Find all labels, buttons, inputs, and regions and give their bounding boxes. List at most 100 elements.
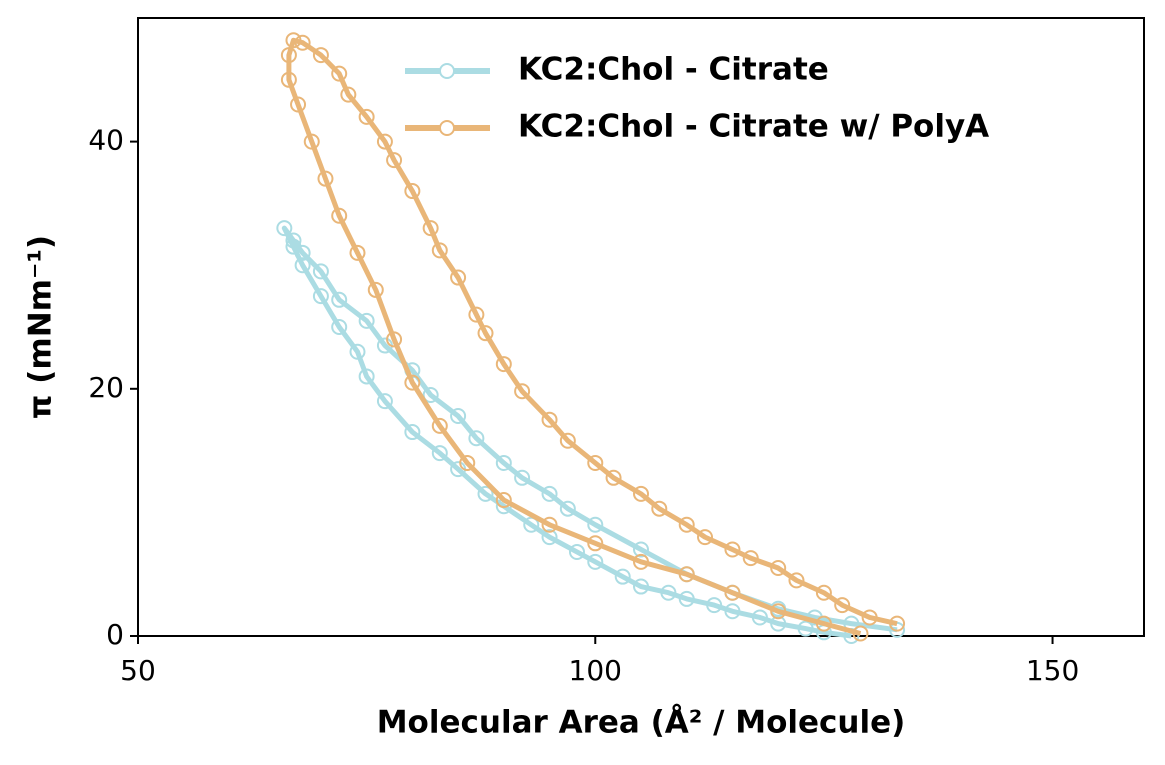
point xyxy=(660,584,677,601)
point xyxy=(404,424,421,441)
point xyxy=(495,492,512,509)
x-tick-label: 150 xyxy=(1026,654,1079,687)
point xyxy=(751,609,768,626)
point xyxy=(559,432,576,449)
point xyxy=(614,568,631,585)
point xyxy=(541,529,558,546)
x-tick-label: 50 xyxy=(120,654,156,687)
point xyxy=(815,615,832,632)
legend-label: KC2:Chol - Citrate w/ PolyA xyxy=(518,109,989,145)
point xyxy=(376,393,393,410)
point xyxy=(633,553,649,570)
point xyxy=(724,584,741,601)
point xyxy=(404,374,421,391)
point xyxy=(404,183,421,200)
point xyxy=(340,86,357,103)
point xyxy=(285,32,302,49)
y-axis-label: π (mNm⁻¹) xyxy=(23,235,59,419)
point xyxy=(678,566,695,583)
point xyxy=(280,71,297,88)
point xyxy=(541,485,558,502)
point xyxy=(706,597,723,614)
legend-marker xyxy=(439,120,455,136)
point xyxy=(587,535,604,552)
point xyxy=(651,500,668,517)
point xyxy=(280,47,297,64)
point xyxy=(431,445,448,462)
x-tick-label: 100 xyxy=(569,654,622,687)
point xyxy=(331,319,348,335)
point xyxy=(495,454,512,471)
point xyxy=(317,170,334,187)
point xyxy=(587,454,604,471)
point xyxy=(514,383,531,400)
point xyxy=(797,620,814,637)
point xyxy=(568,543,585,560)
point xyxy=(587,553,604,570)
point xyxy=(290,96,307,113)
point xyxy=(559,500,576,517)
point xyxy=(358,368,375,385)
point xyxy=(349,343,366,360)
point xyxy=(770,603,787,620)
point xyxy=(285,232,302,249)
point xyxy=(431,242,448,259)
point xyxy=(358,108,375,125)
point xyxy=(788,572,805,589)
point xyxy=(523,516,540,533)
point xyxy=(633,578,649,595)
point xyxy=(541,516,558,533)
point xyxy=(312,263,329,280)
point xyxy=(587,516,604,533)
point xyxy=(431,417,448,434)
point xyxy=(450,269,467,286)
point xyxy=(477,485,494,502)
point xyxy=(889,615,906,632)
y-tick-label: 0 xyxy=(106,618,124,651)
point xyxy=(312,288,329,305)
y-tick-label: 20 xyxy=(88,371,124,404)
y-tick-label: 40 xyxy=(88,124,124,157)
point xyxy=(468,430,485,447)
point xyxy=(294,34,311,51)
point xyxy=(367,281,384,298)
point xyxy=(861,609,878,626)
point xyxy=(770,560,787,577)
point xyxy=(514,469,531,486)
point xyxy=(422,220,439,237)
point xyxy=(495,356,512,373)
point xyxy=(276,220,293,237)
point xyxy=(633,541,649,558)
point xyxy=(331,291,348,308)
point xyxy=(633,485,649,502)
legend-label: KC2:Chol - Citrate xyxy=(518,52,829,88)
point xyxy=(349,244,366,261)
point xyxy=(386,331,403,348)
point xyxy=(697,529,714,546)
point xyxy=(605,469,622,486)
point xyxy=(724,603,741,620)
point xyxy=(386,152,403,169)
point xyxy=(285,238,302,255)
point xyxy=(303,133,320,150)
series-line xyxy=(281,225,898,639)
point xyxy=(815,584,832,601)
point xyxy=(331,65,348,82)
point xyxy=(541,411,558,428)
plot-frame xyxy=(137,17,1145,637)
point xyxy=(312,47,329,64)
point xyxy=(422,386,439,403)
point xyxy=(294,257,311,274)
point xyxy=(468,306,485,323)
point xyxy=(477,325,494,342)
point xyxy=(724,541,741,558)
point xyxy=(450,407,467,424)
point xyxy=(852,625,869,642)
point xyxy=(358,312,375,329)
point xyxy=(834,597,851,614)
point xyxy=(678,516,695,533)
point xyxy=(459,454,476,471)
point xyxy=(678,590,695,607)
x-axis-label: Molecular Area (Å² / Molecule) xyxy=(377,704,906,741)
